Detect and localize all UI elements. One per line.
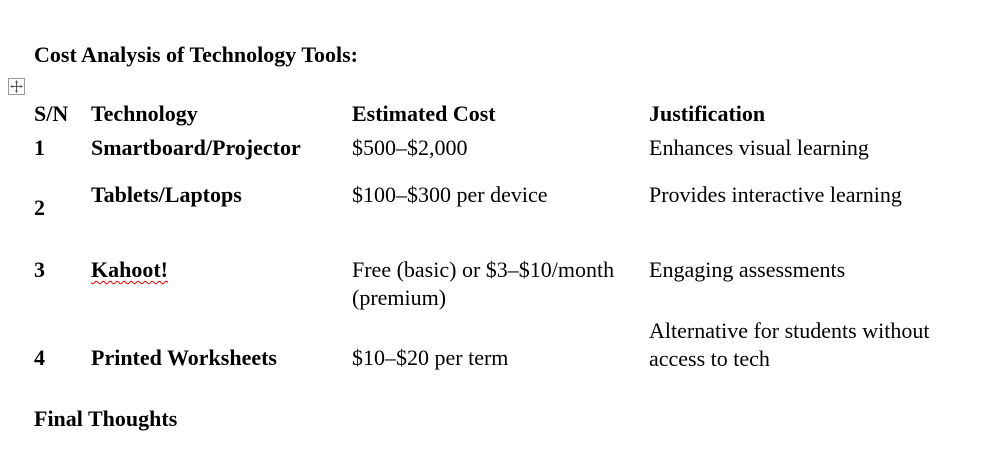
row-cost: $10–$20 per term [352, 345, 509, 370]
row-sn: 3 [34, 257, 45, 282]
row-justification: Enhances visual learning [649, 135, 869, 160]
row-sn: 2 [34, 195, 45, 220]
table-move-handle-icon[interactable] [8, 78, 25, 95]
header-estimated-cost: Estimated Cost [352, 101, 496, 126]
final-thoughts-heading: Final Thoughts [34, 406, 178, 431]
row-technology: Printed Worksheets [91, 345, 277, 370]
row-justification: Provides interactive learning [649, 182, 902, 207]
row-cost: $100–$300 per device [352, 182, 548, 207]
header-sn: S/N [34, 101, 69, 126]
row-sn: 1 [34, 135, 45, 160]
header-technology: Technology [91, 101, 198, 126]
row-cost: $500–$2,000 [352, 135, 468, 160]
row-sn: 4 [34, 345, 45, 370]
row-technology: Kahoot! [91, 257, 168, 282]
row-cost: Free (basic) or $3–$10/month (premium) [352, 257, 615, 310]
row-justification: Alternative for students without access … [649, 318, 930, 371]
row-justification: Engaging assessments [649, 257, 846, 282]
header-justification: Justification [649, 101, 766, 126]
row-technology: Smartboard/Projector [91, 135, 301, 160]
section-title: Cost Analysis of Technology Tools: [34, 42, 358, 67]
row-technology: Tablets/Laptops [91, 182, 242, 207]
